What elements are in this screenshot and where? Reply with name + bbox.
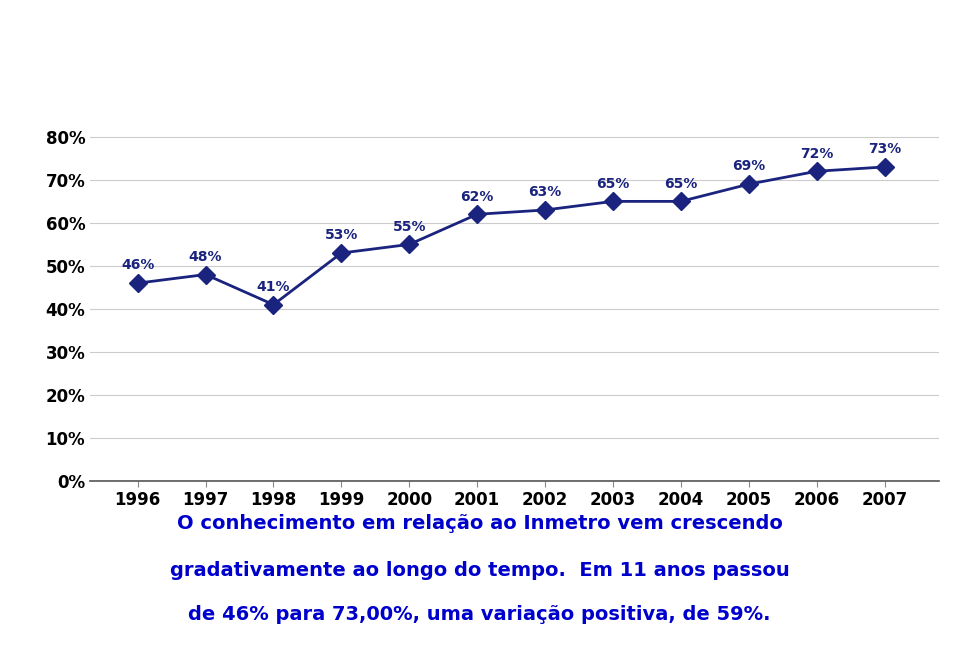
Text: 55%: 55% [392,219,426,234]
Text: 53%: 53% [325,228,358,243]
Text: 65%: 65% [596,177,630,190]
Text: 41%: 41% [257,280,291,294]
Text: 46%: 46% [121,258,154,272]
Text: 48%: 48% [189,250,222,264]
Text: 62%: 62% [460,190,494,204]
Text: 65%: 65% [665,177,697,190]
Text: gradativamente ao longo do tempo.  Em 11 anos passou: gradativamente ao longo do tempo. Em 11 … [170,561,789,579]
Text: 73%: 73% [868,142,901,156]
Text: 63%: 63% [528,185,562,199]
Text: 69%: 69% [732,159,765,173]
Text: de 46% para 73,00%, uma variação positiva, de 59%.: de 46% para 73,00%, uma variação positiv… [188,605,771,623]
Text: 72%: 72% [800,146,833,161]
Text: O conhecimento em relação ao Inmetro vem crescendo: O conhecimento em relação ao Inmetro vem… [176,515,783,533]
